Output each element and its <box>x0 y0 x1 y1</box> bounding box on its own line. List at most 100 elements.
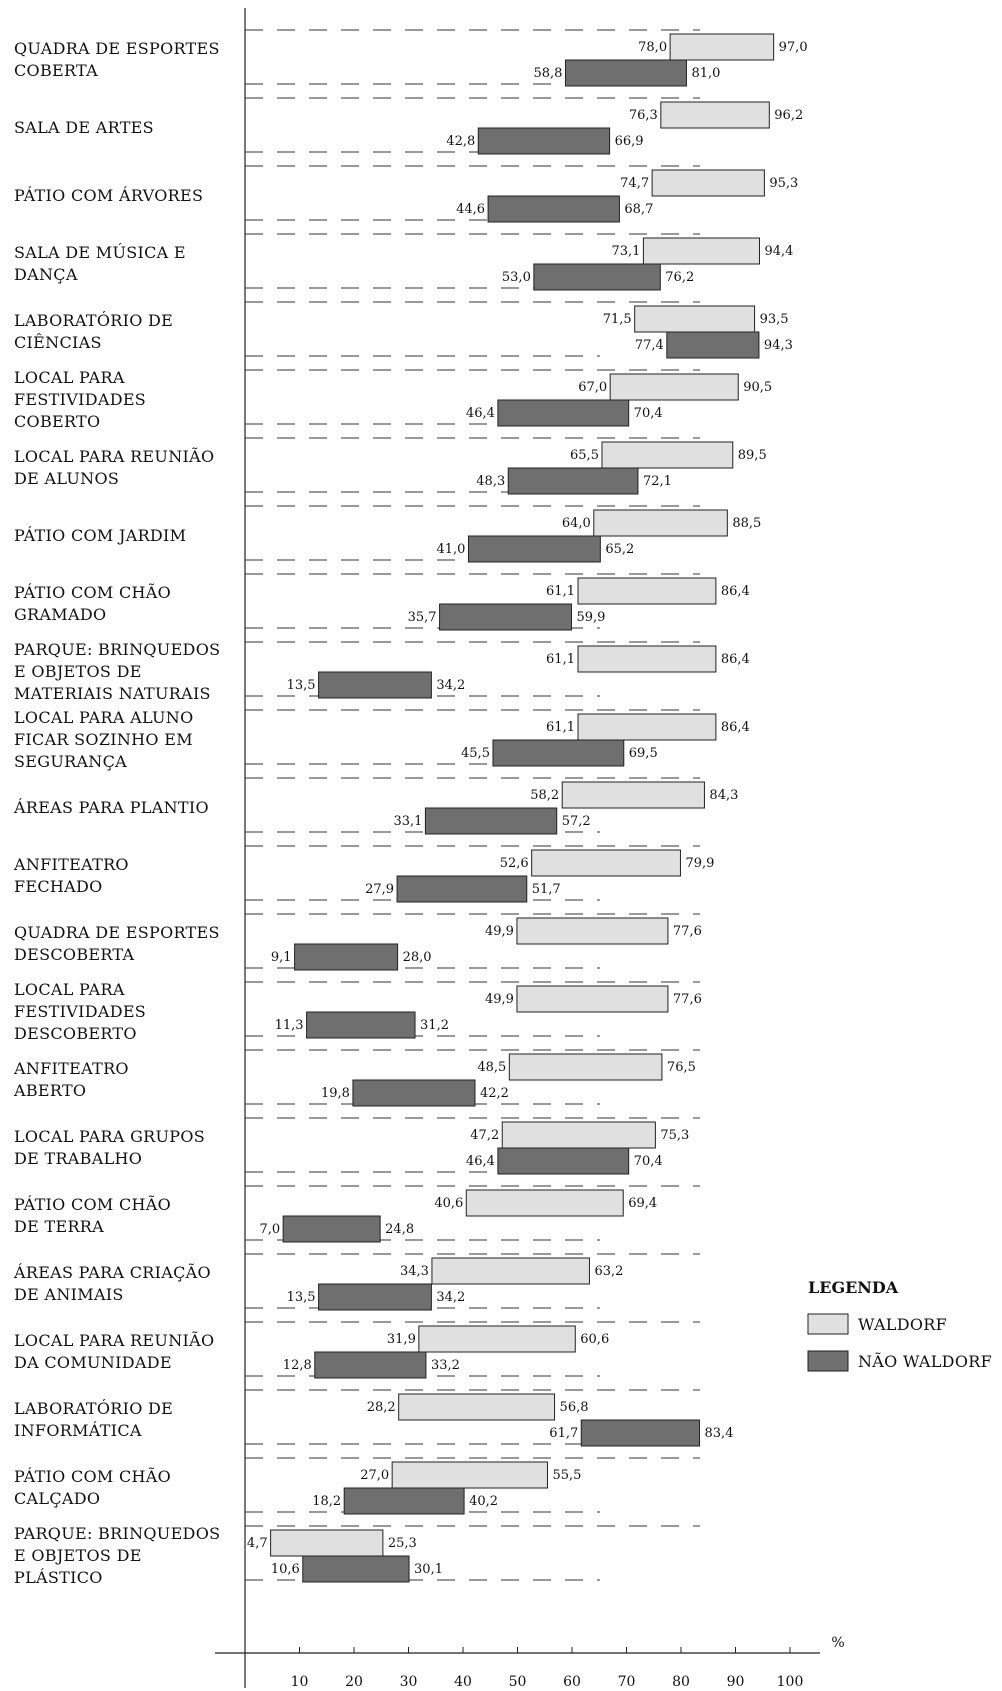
data-label-waldorf-end: 97,0 <box>779 40 808 55</box>
data-label-waldorf-end: 94,4 <box>764 244 793 259</box>
data-label-waldorf-end: 86,4 <box>721 720 750 735</box>
category-label: ANFITEATRO <box>13 855 129 874</box>
bar-waldorf <box>418 1325 576 1353</box>
bar-nao-waldorf <box>580 1419 701 1447</box>
bar-nao-waldorf <box>492 739 625 767</box>
category-label: CIÊNCIAS <box>14 332 102 352</box>
bar-waldorf <box>431 1257 590 1285</box>
data-label-nao-waldorf-start: 46,4 <box>466 1154 495 1169</box>
bar-nao-waldorf <box>314 1351 427 1379</box>
data-label-nao-waldorf-start: 61,7 <box>549 1426 578 1441</box>
bar-waldorf <box>660 101 770 129</box>
bar-nao-waldorf <box>282 1215 381 1243</box>
category-label: PÁTIO COM ÁRVORES <box>14 185 203 205</box>
bar-waldorf <box>577 713 717 741</box>
data-label-waldorf-end: 60,6 <box>580 1332 609 1347</box>
category-label: DESCOBERTA <box>14 945 135 964</box>
category-label: DE TERRA <box>14 1217 104 1236</box>
data-label-nao-waldorf-start: 48,3 <box>476 474 505 489</box>
data-label-waldorf-start: 71,5 <box>603 312 632 327</box>
data-label-waldorf-start: 61,1 <box>546 652 575 667</box>
data-label-waldorf-end: 90,5 <box>743 380 772 395</box>
x-tick-label: 60 <box>563 1674 581 1690</box>
data-label-waldorf-end: 86,4 <box>721 652 750 667</box>
category-label: DE TRABALHO <box>14 1149 142 1168</box>
data-label-nao-waldorf-end: 69,5 <box>629 746 658 761</box>
bar-nao-waldorf <box>424 807 558 835</box>
data-label-nao-waldorf-start: 18,2 <box>312 1494 341 1509</box>
category-label: LOCAL PARA <box>14 980 125 999</box>
data-label-nao-waldorf-end: 72,1 <box>643 474 672 489</box>
data-label-nao-waldorf-end: 65,2 <box>605 542 634 557</box>
category-label: PÁTIO COM CHÃO <box>14 1194 171 1214</box>
x-tick-label: 10 <box>291 1674 309 1690</box>
data-label-waldorf-start: 61,1 <box>546 720 575 735</box>
data-label-waldorf-start: 31,9 <box>387 1332 416 1347</box>
data-label-waldorf-end: 84,3 <box>709 788 738 803</box>
bar-waldorf <box>669 33 775 61</box>
category-label: LOCAL PARA GRUPOS <box>14 1127 205 1146</box>
category-label: DESCOBERTO <box>14 1024 137 1043</box>
bar-nao-waldorf <box>352 1079 476 1107</box>
bar-nao-waldorf <box>396 875 528 903</box>
bar-nao-waldorf <box>487 195 620 223</box>
bar-waldorf <box>516 985 669 1013</box>
data-label-waldorf-end: 25,3 <box>388 1536 417 1551</box>
data-label-nao-waldorf-start: 53,0 <box>502 270 531 285</box>
bar-nao-waldorf <box>439 603 572 631</box>
bar-waldorf <box>465 1189 624 1217</box>
category-label: CALÇADO <box>14 1489 100 1508</box>
data-label-waldorf-end: 56,8 <box>560 1400 589 1415</box>
data-label-nao-waldorf-start: 9,1 <box>271 950 292 965</box>
data-label-nao-waldorf-end: 81,0 <box>691 66 720 81</box>
category-label: LABORATÓRIO DE <box>14 1398 173 1418</box>
data-label-nao-waldorf-start: 11,3 <box>275 1018 304 1033</box>
bar-nao-waldorf <box>318 1283 432 1311</box>
data-label-nao-waldorf-start: 77,4 <box>635 338 664 353</box>
data-label-nao-waldorf-end: 66,9 <box>615 134 644 149</box>
category-label: LOCAL PARA ALUNO <box>14 708 194 727</box>
bar-nao-waldorf <box>507 467 639 495</box>
category-label: E OBJETOS DE <box>14 1546 142 1565</box>
bar-nao-waldorf <box>497 399 630 427</box>
bar-waldorf <box>577 577 717 605</box>
data-label-waldorf-start: 47,2 <box>470 1128 499 1143</box>
category-label: ÁREAS PARA PLANTIO <box>13 797 209 817</box>
category-label: LOCAL PARA <box>14 368 125 387</box>
category-label: ÁREAS PARA CRIAÇÃO <box>13 1262 211 1282</box>
data-label-nao-waldorf-start: 7,0 <box>259 1222 280 1237</box>
data-label-nao-waldorf-end: 30,1 <box>414 1562 443 1577</box>
data-label-nao-waldorf-end: 59,9 <box>576 610 605 625</box>
category-label: PLÁSTICO <box>14 1567 103 1587</box>
category-label: DE ANIMAIS <box>14 1285 124 1304</box>
legend-entry: WALDORF <box>858 1315 947 1334</box>
category-label: SEGURANÇA <box>14 752 127 771</box>
bar-waldorf <box>501 1121 656 1149</box>
data-label-waldorf-start: 58,2 <box>530 788 559 803</box>
bar-waldorf <box>601 441 734 469</box>
data-label-waldorf-end: 79,9 <box>685 856 714 871</box>
data-label-nao-waldorf-end: 57,2 <box>562 814 591 829</box>
data-label-nao-waldorf-start: 58,8 <box>534 66 563 81</box>
bar-nao-waldorf <box>302 1555 410 1583</box>
bar-waldorf <box>391 1461 548 1489</box>
bar-waldorf <box>270 1529 384 1557</box>
data-label-nao-waldorf-end: 70,4 <box>634 1154 663 1169</box>
bar-waldorf <box>561 781 705 809</box>
data-label-waldorf-start: 4,7 <box>247 1536 268 1551</box>
data-label-nao-waldorf-end: 28,0 <box>403 950 432 965</box>
x-tick-label: 50 <box>509 1674 527 1690</box>
data-label-waldorf-end: 75,3 <box>660 1128 689 1143</box>
data-label-nao-waldorf-end: 34,2 <box>436 678 465 693</box>
data-label-nao-waldorf-start: 33,1 <box>393 814 422 829</box>
data-label-nao-waldorf-end: 83,4 <box>705 1426 734 1441</box>
data-label-waldorf-start: 48,5 <box>477 1060 506 1075</box>
category-label: LOCAL PARA REUNIÃO <box>14 446 214 466</box>
data-label-waldorf-start: 27,0 <box>360 1468 389 1483</box>
category-label: FESTIVIDADES <box>14 1002 146 1021</box>
legend-title: LEGENDA <box>808 1278 899 1297</box>
bar-waldorf <box>516 917 669 945</box>
bar-nao-waldorf <box>497 1147 630 1175</box>
data-label-nao-waldorf-end: 70,4 <box>634 406 663 421</box>
data-label-waldorf-end: 95,3 <box>769 176 798 191</box>
